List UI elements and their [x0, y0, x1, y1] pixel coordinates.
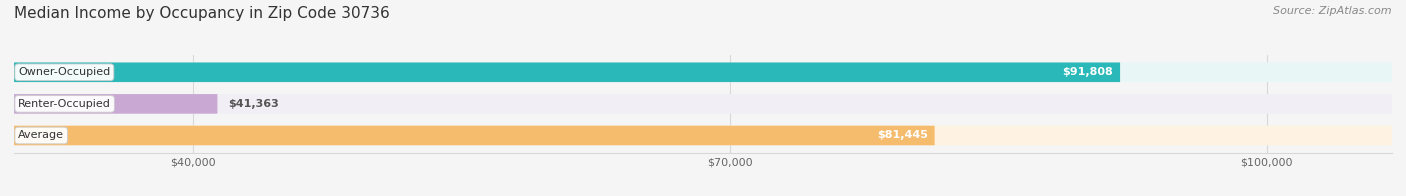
Text: Source: ZipAtlas.com: Source: ZipAtlas.com — [1274, 6, 1392, 16]
Text: Median Income by Occupancy in Zip Code 30736: Median Income by Occupancy in Zip Code 3… — [14, 6, 389, 21]
FancyBboxPatch shape — [14, 94, 218, 114]
Text: Owner-Occupied: Owner-Occupied — [18, 67, 111, 77]
Text: $81,445: $81,445 — [877, 131, 928, 141]
Text: Renter-Occupied: Renter-Occupied — [18, 99, 111, 109]
Text: $41,363: $41,363 — [228, 99, 280, 109]
FancyBboxPatch shape — [14, 126, 935, 145]
FancyBboxPatch shape — [14, 126, 1392, 145]
Text: Average: Average — [18, 131, 65, 141]
FancyBboxPatch shape — [14, 94, 1392, 114]
Text: $91,808: $91,808 — [1063, 67, 1114, 77]
FancyBboxPatch shape — [14, 63, 1121, 82]
FancyBboxPatch shape — [14, 63, 1392, 82]
